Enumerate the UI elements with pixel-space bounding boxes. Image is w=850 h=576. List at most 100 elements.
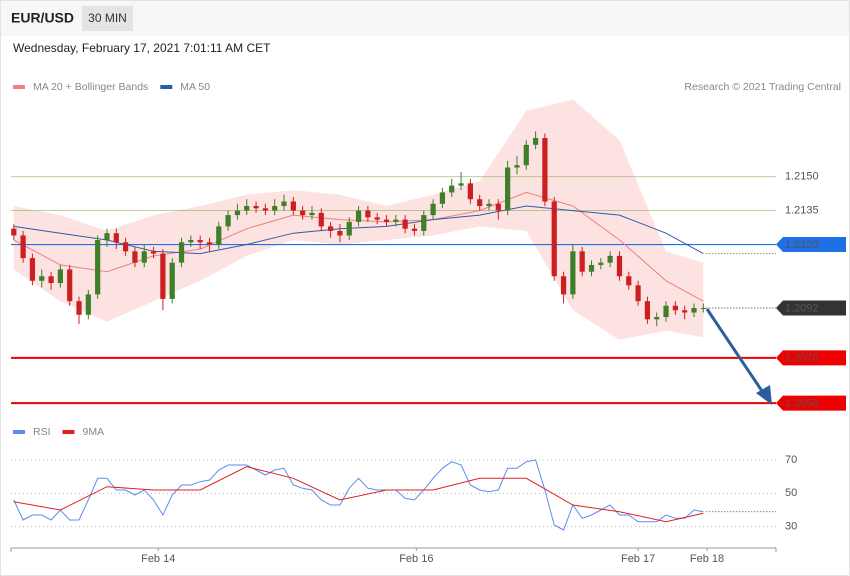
y-tick-label: 70 <box>785 454 797 466</box>
candle-body <box>309 212 315 216</box>
candle-body <box>225 215 231 227</box>
candle-body <box>104 233 110 241</box>
level-tag <box>776 350 846 366</box>
candle-body <box>402 219 408 229</box>
candle-body <box>67 269 73 302</box>
timestamp: Wednesday, February 17, 2021 7:01:11 AM … <box>13 41 271 55</box>
candle-body <box>150 251 157 254</box>
candle-body <box>272 206 278 211</box>
moving-average <box>13 205 704 255</box>
price-tag <box>776 300 846 316</box>
candle-body <box>20 235 26 259</box>
legend-label: 9MA <box>83 426 105 438</box>
legend-swatch <box>13 430 25 434</box>
candle-body <box>551 201 557 277</box>
y-tick-label: 50 <box>785 487 797 499</box>
level-label: 1.2120 <box>785 239 819 251</box>
symbol: EUR/USD <box>11 10 74 26</box>
moving-average <box>13 191 704 302</box>
candle-body <box>262 208 268 211</box>
candle-body <box>216 226 222 245</box>
candle-body <box>188 240 194 243</box>
candle-body <box>374 217 380 220</box>
candle-body <box>57 269 63 284</box>
rsi-panel: 30 50 70 Feb 14 Feb 16 Feb 17 Feb 18 RSI 9MA <box>11 426 797 565</box>
candle-body <box>300 210 306 216</box>
candle-body <box>281 201 287 207</box>
x-tick-label: Feb 18 <box>690 553 724 565</box>
legend-swatch <box>62 430 75 434</box>
candle-body <box>383 219 390 222</box>
candle-body <box>141 251 147 263</box>
candle-body <box>95 240 101 295</box>
candle-body <box>523 144 529 166</box>
candle-body <box>672 305 678 311</box>
candle-body <box>337 230 343 236</box>
candle-body <box>560 276 567 295</box>
candle-body <box>346 221 352 236</box>
candle-body <box>234 210 241 216</box>
candle-body <box>477 199 483 207</box>
candle-body <box>206 242 213 245</box>
candle-body <box>393 219 399 222</box>
candle-body <box>644 301 651 320</box>
candle-body <box>178 242 185 263</box>
candle-body <box>318 212 324 227</box>
candle-body <box>607 255 613 263</box>
candle-body <box>663 305 669 318</box>
candle-body <box>123 242 129 252</box>
candle-body <box>132 251 138 263</box>
x-tick-label: Feb 16 <box>399 553 433 565</box>
legend-label: MA 20 + Bollinger Bands <box>33 81 148 93</box>
candle-body <box>467 183 473 200</box>
candle-body <box>11 228 17 236</box>
candle-body <box>113 233 119 243</box>
candle-body <box>76 301 82 315</box>
level-tag <box>776 395 846 411</box>
candle-body <box>570 251 576 295</box>
x-tick-label: Feb 17 <box>621 553 655 565</box>
price-panel: 1.2150 1.2135 1.2120 1.2092 1.2070 1.2050 MA 2… <box>11 81 846 411</box>
level-tag <box>776 237 846 253</box>
interval-badge[interactable] <box>82 6 133 31</box>
candle-body <box>495 203 501 211</box>
candle-body <box>542 138 548 202</box>
candle-body <box>588 264 595 272</box>
header-bar <box>1 1 849 36</box>
candle-body <box>39 276 45 281</box>
candle-body <box>682 310 688 313</box>
level-label: 1.2070 <box>785 352 819 364</box>
candle-body <box>197 240 203 243</box>
candle-body <box>411 228 418 231</box>
candle-body <box>290 201 296 211</box>
level-label: 1.2135 <box>785 204 819 216</box>
candle-body <box>532 138 539 145</box>
legend-swatch <box>160 85 173 89</box>
candle-body <box>616 255 623 277</box>
candle-body <box>635 285 641 302</box>
candle-body <box>169 262 175 299</box>
candle-body <box>449 185 455 193</box>
legend-label: MA 50 <box>180 81 210 93</box>
price-label: 1.2092 <box>785 302 819 314</box>
candle-body <box>458 183 464 186</box>
candle-body <box>160 253 166 299</box>
candle-body <box>486 203 492 207</box>
candle-body <box>579 251 585 272</box>
candle-body <box>439 192 446 204</box>
candle-body <box>253 206 259 209</box>
x-tick-label: Feb 14 <box>141 553 175 565</box>
candle-body <box>29 258 36 281</box>
level-label: 1.2050 <box>785 398 819 410</box>
legend-label: RSI <box>33 426 51 438</box>
candle-body <box>691 307 697 313</box>
y-tick-label: 30 <box>785 521 797 533</box>
candle-body <box>654 317 660 320</box>
candle-body <box>85 294 91 315</box>
legend-swatch <box>13 85 25 89</box>
candle-body <box>421 215 427 231</box>
level-label: 1.2150 <box>785 170 819 182</box>
candle-body <box>514 165 520 168</box>
candle-body <box>700 307 706 309</box>
